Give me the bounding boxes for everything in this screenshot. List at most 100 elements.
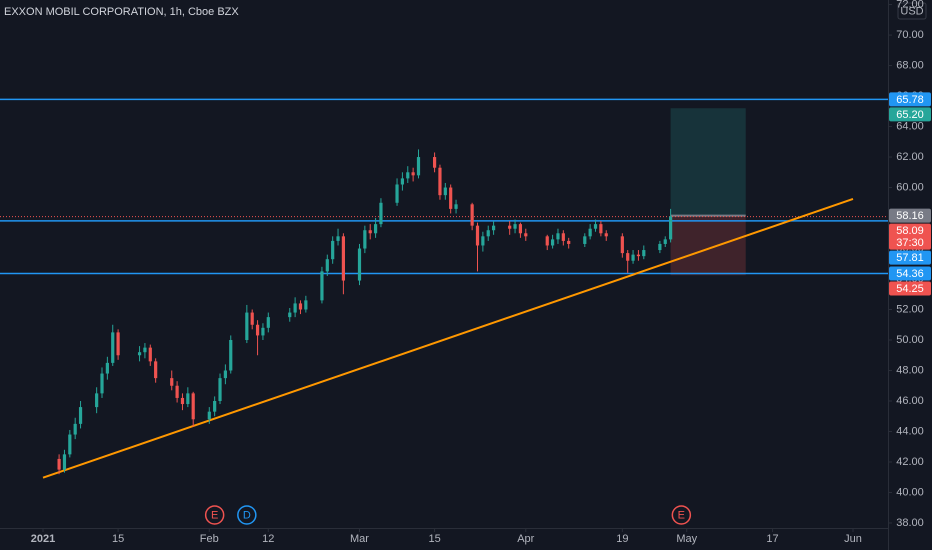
candle-body: [229, 340, 233, 371]
candle-body: [583, 236, 587, 244]
x-tick-label: 12: [262, 533, 274, 545]
x-tick-label: Apr: [517, 533, 534, 545]
y-tick-label: 38.00: [896, 517, 924, 529]
candle-body: [111, 332, 115, 363]
candle-body: [213, 400, 217, 412]
candle-body: [186, 393, 190, 405]
candle-body: [416, 157, 421, 176]
price-tag-label: 57.81: [896, 252, 924, 264]
price-tag-label: 65.78: [896, 94, 924, 106]
event-label: D: [243, 509, 251, 521]
candle-body: [357, 248, 362, 281]
candle-body: [599, 224, 603, 234]
candle-body: [57, 458, 61, 470]
chart-title: EXXON MOBIL CORPORATION, 1h, Cboe BZX: [4, 6, 239, 18]
y-tick-label: 60.00: [896, 181, 924, 193]
candle-body: [449, 187, 453, 209]
candle-body: [331, 240, 335, 260]
y-tick-label: 64.00: [896, 120, 924, 132]
x-tick-label: Jun: [844, 533, 862, 545]
countdown-label: 37:30: [896, 237, 924, 249]
x-tick-label: 17: [766, 533, 778, 545]
candle-body: [658, 243, 662, 251]
candle-body: [379, 202, 383, 225]
candle-body: [143, 347, 147, 353]
price-tag: [889, 281, 931, 296]
y-tick-label: 44.00: [896, 425, 924, 437]
price-tag-label: 54.36: [896, 268, 924, 280]
profit-zone: [670, 108, 746, 216]
event-marker[interactable]: [204, 505, 225, 525]
y-tick-label: 40.00: [896, 486, 924, 498]
candle-body: [432, 157, 437, 168]
x-tick-label: Mar: [350, 533, 369, 545]
price-tag: [889, 266, 931, 281]
y-tick-label: 62.00: [896, 151, 924, 163]
price-tag: [889, 92, 931, 107]
candle-body: [400, 178, 405, 185]
candle-body: [642, 250, 646, 257]
candle-body: [341, 236, 345, 281]
candle-body: [518, 224, 523, 234]
candle-body: [325, 259, 329, 272]
candle-body: [620, 236, 624, 254]
candle-body: [255, 324, 260, 336]
x-tick-label: 15: [428, 533, 440, 545]
candle-body: [551, 239, 555, 246]
candle-body: [561, 233, 565, 241]
candle-body: [288, 312, 292, 318]
candle-body: [336, 236, 340, 241]
x-tick-label: Feb: [200, 533, 219, 545]
candle-body: [78, 407, 83, 424]
candle-body: [191, 393, 195, 420]
y-tick-label: 52.00: [896, 303, 924, 315]
candle-body: [68, 434, 72, 455]
price-tag: [889, 107, 931, 122]
candle-body: [604, 233, 608, 237]
candle-body: [588, 228, 592, 237]
candle-body: [593, 224, 598, 229]
candle-body: [395, 184, 399, 203]
candle-body: [470, 204, 474, 226]
y-tick-label: 70.00: [896, 29, 924, 41]
candle-body: [475, 225, 480, 246]
event-marker[interactable]: [671, 505, 692, 525]
candle-body: [545, 236, 549, 246]
candle-body: [443, 187, 447, 196]
x-tick-label: 15: [112, 533, 124, 545]
event-label: E: [678, 509, 685, 521]
price-tag-label: 58.09: [896, 225, 924, 237]
candle-body: [513, 224, 517, 229]
candle-body: [170, 378, 174, 386]
currency-box[interactable]: [897, 2, 927, 20]
candle-body: [245, 312, 249, 341]
x-tick-label: May: [676, 533, 697, 545]
x-tick-label: 19: [616, 533, 628, 545]
candle-body: [207, 411, 211, 420]
trendline: [42, 198, 854, 479]
candle-body: [491, 225, 496, 231]
candle-body: [218, 378, 222, 401]
candle-body: [304, 300, 308, 310]
price-tag: [889, 250, 931, 265]
candle-body: [250, 312, 254, 325]
event-label: E: [211, 509, 218, 521]
loss-zone: [670, 215, 746, 276]
candle-body: [137, 352, 142, 356]
candle-body: [261, 327, 265, 336]
y-tick-label: 72.00: [896, 0, 924, 10]
event-marker[interactable]: [237, 505, 257, 525]
candle-body: [524, 233, 528, 237]
candle-body: [411, 172, 415, 176]
candle-body: [116, 332, 120, 356]
y-tick-label: 50.00: [896, 334, 924, 346]
candle-body: [669, 216, 673, 240]
candle-body: [373, 224, 378, 234]
candle-body: [636, 254, 641, 257]
candle-body: [486, 230, 490, 237]
x-tick-label: 2021: [31, 533, 55, 545]
